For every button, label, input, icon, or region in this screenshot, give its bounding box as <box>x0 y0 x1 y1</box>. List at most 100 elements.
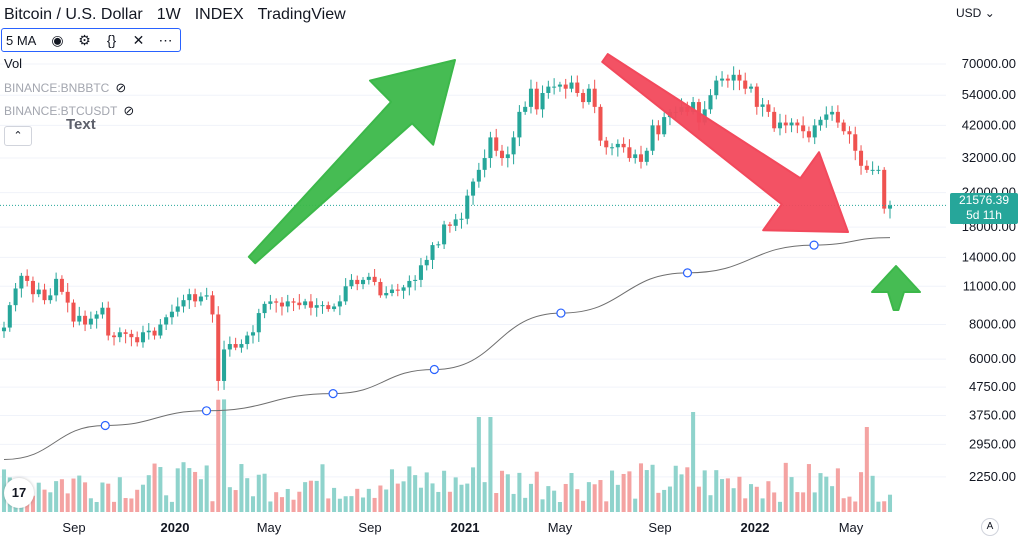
candle-body[interactable] <box>476 169 481 182</box>
candle-body[interactable] <box>239 344 244 348</box>
candle-body[interactable] <box>436 244 441 246</box>
candle-body[interactable] <box>853 134 858 151</box>
candle-body[interactable] <box>552 86 557 88</box>
candle-body[interactable] <box>285 301 290 307</box>
candle-body[interactable] <box>783 122 788 126</box>
settings-icon[interactable]: ⚙ <box>78 31 91 48</box>
candle-body[interactable] <box>117 332 122 338</box>
candle-body[interactable] <box>610 147 615 149</box>
candle-body[interactable] <box>621 143 626 148</box>
interval-label[interactable]: 1W <box>156 6 181 23</box>
candle-body[interactable] <box>870 169 875 171</box>
candle-body[interactable] <box>777 122 783 129</box>
auto-scale-button[interactable]: A <box>981 518 999 536</box>
candle-body[interactable] <box>19 275 24 289</box>
candle-body[interactable] <box>384 293 389 296</box>
candle-body[interactable] <box>245 335 250 345</box>
volume-legend[interactable]: Vol <box>4 56 23 71</box>
candle-body[interactable] <box>841 122 846 132</box>
candle-body[interactable] <box>291 301 296 303</box>
candle-body[interactable] <box>592 88 597 107</box>
candle-body[interactable] <box>146 330 151 333</box>
candle-body[interactable] <box>806 131 811 138</box>
candle-body[interactable] <box>297 302 302 306</box>
ma-anchor-point[interactable] <box>556 308 566 318</box>
candle-body[interactable] <box>54 278 59 296</box>
candle-body[interactable] <box>615 143 620 148</box>
candle-body[interactable] <box>413 279 418 281</box>
hidden-eye-icon[interactable]: ⊘ <box>115 80 127 95</box>
candle-body[interactable] <box>731 74 736 81</box>
compare-symbol-1[interactable]: BINANCE:BNBBTC ⊘ <box>4 80 126 96</box>
candle-body[interactable] <box>876 169 881 171</box>
candle-body[interactable] <box>424 259 429 266</box>
candle-body[interactable] <box>175 306 180 312</box>
candle-body[interactable] <box>517 111 522 138</box>
candle-body[interactable] <box>766 104 771 112</box>
candle-body[interactable] <box>882 169 887 209</box>
candle-body[interactable] <box>575 82 580 93</box>
ma-anchor-point[interactable] <box>809 240 819 250</box>
candle-body[interactable] <box>760 104 765 107</box>
ma-anchor-point[interactable] <box>328 389 338 399</box>
candle-body[interactable] <box>129 333 134 338</box>
candle-body[interactable] <box>430 245 435 260</box>
candle-body[interactable] <box>442 224 447 245</box>
candle-body[interactable] <box>36 289 41 295</box>
candle-body[interactable] <box>94 314 99 319</box>
candle-body[interactable] <box>656 125 661 135</box>
candle-body[interactable] <box>795 122 800 126</box>
ma-anchor-point[interactable] <box>201 406 212 416</box>
candle-body[interactable] <box>30 280 35 295</box>
candle-body[interactable] <box>540 92 545 110</box>
candle-body[interactable] <box>332 306 337 310</box>
candle-body[interactable] <box>523 106 528 112</box>
candle-body[interactable] <box>818 119 823 126</box>
candle-body[interactable] <box>835 111 840 123</box>
candle-body[interactable] <box>864 165 869 170</box>
candle-body[interactable] <box>111 335 117 338</box>
green-arrow-small-icon[interactable] <box>871 265 921 311</box>
candle-body[interactable] <box>401 287 406 291</box>
candle-body[interactable] <box>407 280 412 288</box>
candle-body[interactable] <box>210 295 215 315</box>
candle-body[interactable] <box>859 150 864 166</box>
candle-body[interactable] <box>465 195 470 219</box>
candle-body[interactable] <box>563 84 568 89</box>
candle-body[interactable] <box>389 289 395 294</box>
candle-body[interactable] <box>830 111 835 115</box>
candle-body[interactable] <box>303 301 308 306</box>
candle-body[interactable] <box>604 140 609 148</box>
candle-body[interactable] <box>65 291 70 303</box>
candle-body[interactable] <box>361 279 366 285</box>
candle-body[interactable] <box>233 344 238 348</box>
candle-body[interactable] <box>789 122 794 126</box>
candle-body[interactable] <box>227 344 232 350</box>
candle-body[interactable] <box>453 219 458 226</box>
candle-body[interactable] <box>59 278 64 292</box>
candle-body[interactable] <box>812 125 817 138</box>
candle-body[interactable] <box>418 265 423 280</box>
candle-body[interactable] <box>268 301 273 304</box>
candle-body[interactable] <box>262 303 267 314</box>
text-annotation[interactable]: Text <box>66 116 96 133</box>
candle-body[interactable] <box>169 311 174 318</box>
compare-symbol-2[interactable]: BINANCE:BTCUSDT ⊘ <box>4 103 134 119</box>
candle-body[interactable] <box>395 289 400 291</box>
candle-body[interactable] <box>337 301 342 307</box>
candle-body[interactable] <box>71 302 76 322</box>
ma-anchor-point[interactable] <box>429 364 439 375</box>
candle-body[interactable] <box>181 300 186 307</box>
candle-body[interactable] <box>216 314 221 381</box>
candle-body[interactable] <box>48 295 53 301</box>
candle-body[interactable] <box>505 154 510 159</box>
candle-body[interactable] <box>88 318 93 325</box>
indicator-label[interactable]: 5 MA <box>6 32 37 48</box>
candle-body[interactable] <box>754 86 759 107</box>
candle-body[interactable] <box>355 279 360 285</box>
candle-body[interactable] <box>193 294 198 302</box>
candle-body[interactable] <box>499 150 505 159</box>
candle-body[interactable] <box>204 295 209 297</box>
candle-body[interactable] <box>152 330 157 336</box>
candle-body[interactable] <box>691 102 696 112</box>
